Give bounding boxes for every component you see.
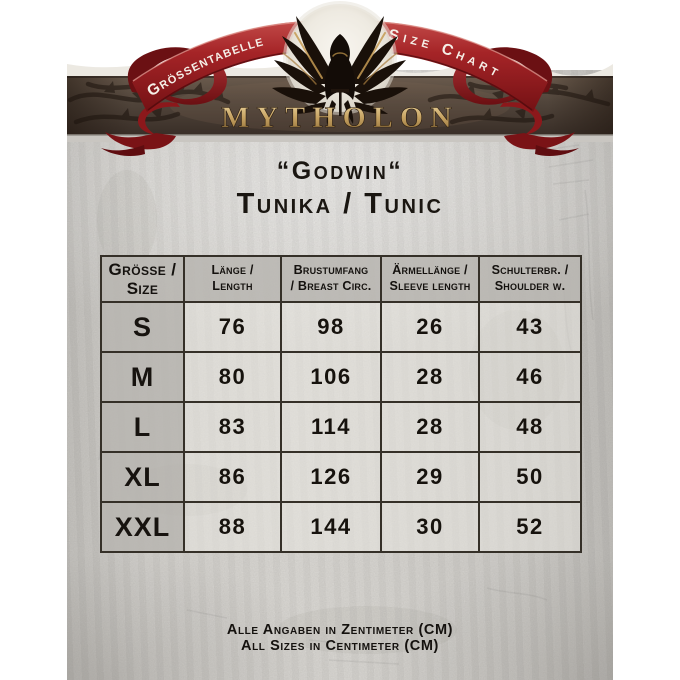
col-header-breast: Brustumfang / Breast Circ. [280, 255, 382, 303]
value-cell: 46 [478, 351, 582, 403]
size-cell: M [100, 351, 185, 403]
product-type: Tunika / Tunic [236, 188, 444, 220]
value-cell: 43 [478, 301, 582, 353]
value-cell: 30 [380, 501, 480, 553]
value-cell: 28 [380, 351, 480, 403]
footer-note-de: Alle Angaben in Zentimeter (CM) [226, 622, 454, 638]
value-cell: 114 [280, 401, 382, 453]
header-row: Grösse / Size Länge / Length Brustumfang… [100, 255, 582, 303]
col-header-sleeve: Ärmellänge / Sleeve length [380, 255, 480, 303]
table-row: S 76 98 26 43 [100, 301, 582, 353]
value-cell: 48 [478, 401, 582, 453]
footer-note-en: All Sizes in Centimeter (CM) [241, 638, 439, 654]
product-name: “Godwin“ [276, 157, 404, 185]
value-cell: 28 [380, 401, 480, 453]
footer-notes: Alle Angaben in Zentimeter (CM) All Size… [0, 622, 680, 654]
value-cell: 76 [183, 301, 282, 353]
value-cell: 98 [280, 301, 382, 353]
size-cell: L [100, 401, 185, 453]
value-cell: 26 [380, 301, 480, 353]
col-header-shoulder: Schulterbr. / Shoulder w. [478, 255, 582, 303]
value-cell: 29 [380, 451, 480, 503]
size-table: Grösse / Size Länge / Length Brustumfang… [100, 255, 582, 553]
table-row: XL 86 126 29 50 [100, 451, 582, 503]
value-cell: 50 [478, 451, 582, 503]
table-row: M 80 106 28 46 [100, 351, 582, 403]
size-table-header: Grösse / Size Länge / Length Brustumfang… [100, 255, 582, 303]
table-row: XXL 88 144 30 52 [100, 501, 582, 553]
brand-logo: MYTHOLON [221, 101, 459, 134]
col-header-length: Länge / Length [183, 255, 282, 303]
value-cell: 126 [280, 451, 382, 503]
size-cell: XXL [100, 501, 185, 553]
value-cell: 86 [183, 451, 282, 503]
col-header-size: Grösse / Size [100, 255, 185, 303]
value-cell: 88 [183, 501, 282, 553]
value-cell: 52 [478, 501, 582, 553]
value-cell: 106 [280, 351, 382, 403]
value-cell: 83 [183, 401, 282, 453]
table-row: L 83 114 28 48 [100, 401, 582, 453]
value-cell: 80 [183, 351, 282, 403]
value-cell: 144 [280, 501, 382, 553]
size-cell: XL [100, 451, 185, 503]
size-cell: S [100, 301, 185, 353]
